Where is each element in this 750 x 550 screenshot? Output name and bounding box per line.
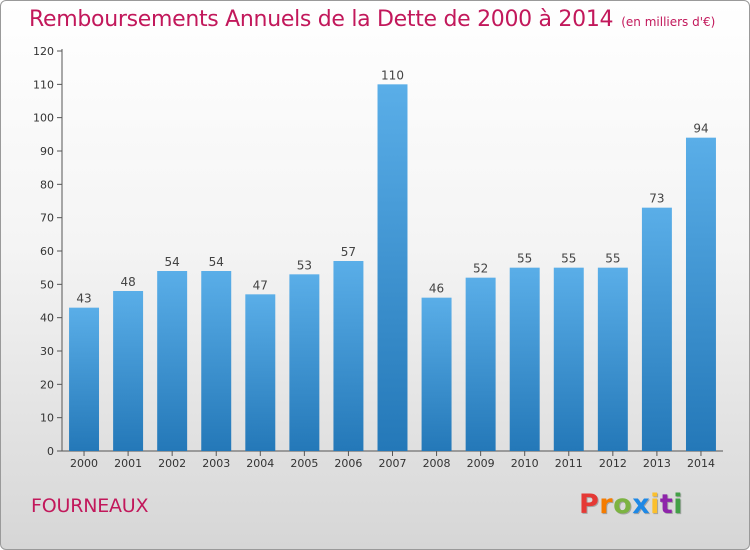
x-tick-label: 2012 [599, 457, 627, 470]
y-tick-label: 80 [40, 178, 54, 191]
x-tick-label: 2002 [158, 457, 186, 470]
logo-letter: P [579, 489, 600, 520]
data-label: 94 [693, 122, 708, 136]
data-label: 55 [605, 252, 620, 266]
data-label: 57 [341, 245, 356, 259]
x-tick-label: 2014 [687, 457, 715, 470]
x-tick-label: 2005 [290, 457, 318, 470]
y-tick-label: 20 [40, 378, 54, 391]
x-tick-label: 2006 [334, 457, 362, 470]
data-label: 46 [429, 282, 444, 296]
logo-letter: t [659, 489, 674, 520]
data-label: 54 [209, 255, 224, 269]
y-tick-label: 60 [40, 245, 54, 258]
data-label: 47 [253, 278, 268, 292]
x-tick-label: 2013 [643, 457, 671, 470]
data-label: 54 [165, 255, 180, 269]
data-label: 48 [120, 275, 135, 289]
bar-2013 [641, 207, 672, 451]
logo-letter: r [599, 489, 614, 520]
bar-2010 [509, 267, 540, 451]
x-tick-label: 2001 [114, 457, 142, 470]
x-tick-label: 2007 [379, 457, 407, 470]
bar-2003 [201, 271, 232, 451]
y-tick-label: 100 [33, 112, 54, 125]
bar-2006 [333, 261, 364, 451]
logo-letter: o [613, 489, 633, 520]
data-label: 52 [473, 262, 488, 276]
bar-2009 [465, 277, 496, 451]
x-tick-label: 2011 [555, 457, 583, 470]
bar-2004 [245, 294, 276, 451]
y-tick-label: 40 [40, 312, 54, 325]
x-tick-label: 2003 [202, 457, 230, 470]
commune-name: FOURNEAUX [31, 495, 149, 517]
y-tick-label: 30 [40, 345, 54, 358]
x-tick-label: 2004 [246, 457, 274, 470]
bar-2014 [685, 137, 716, 451]
data-labels-group: 43 48 54 54 47 53 57 110 46 52 55 55 55 73 94 [76, 68, 708, 305]
data-label: 73 [649, 192, 664, 206]
data-label: 43 [76, 292, 91, 306]
y-tick-label: 10 [40, 412, 54, 425]
bar-2011 [553, 267, 584, 451]
y-tick-label: 50 [40, 278, 54, 291]
logo-letter: i [650, 489, 660, 520]
bar-2005 [289, 274, 320, 451]
bar-2001 [113, 291, 144, 451]
bar-2012 [597, 267, 628, 451]
y-tick-label: 90 [40, 145, 54, 158]
logo-letter: x [632, 489, 651, 520]
chart-subtitle: (en milliers d'€) [621, 15, 716, 29]
data-label: 55 [561, 252, 576, 266]
data-label: 110 [381, 68, 404, 82]
y-tick-label: 120 [33, 45, 54, 58]
bar-2008 [421, 297, 452, 451]
y-tick-label: 70 [40, 212, 54, 225]
proxiti-logo: Proxiti [579, 489, 683, 520]
bars-group [69, 84, 716, 451]
data-label: 55 [517, 252, 532, 266]
chart-title: Remboursements Annuels de la Dette de 20… [29, 7, 715, 32]
y-tick-label: 110 [33, 78, 54, 91]
x-tick-label: 2009 [467, 457, 495, 470]
x-tick-label: 2000 [70, 457, 98, 470]
logo-letter: i [673, 489, 684, 520]
axes: 0 10 20 30 40 50 60 70 80 90 100 110 120 2000 2001 2002… [33, 45, 723, 470]
data-label: 53 [297, 258, 312, 272]
chart-title-text: Remboursements Annuels de la Dette de 20… [29, 7, 614, 32]
bar-2000 [69, 307, 100, 451]
y-tick-label: 0 [47, 445, 54, 458]
x-tick-label: 2010 [511, 457, 539, 470]
x-tick-label: 2008 [423, 457, 451, 470]
bar-2002 [157, 271, 188, 451]
bar-2007 [377, 84, 408, 451]
